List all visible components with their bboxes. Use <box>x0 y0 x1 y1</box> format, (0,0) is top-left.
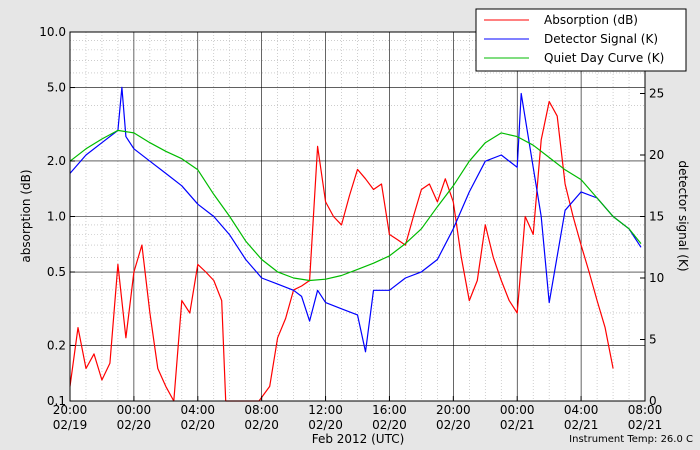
x-tick-label-time: 16:00 <box>372 403 407 417</box>
x-tick-label-date: 02/19 <box>53 418 88 432</box>
x-tick-label-date: 02/20 <box>244 418 279 432</box>
x-axis-label: Feb 2012 (UTC) <box>312 432 405 446</box>
x-tick-label-date: 02/20 <box>180 418 215 432</box>
x-tick-label-time: 00:00 <box>500 403 535 417</box>
x-tick-label-time: 20:00 <box>53 403 88 417</box>
x-tick-label-time: 12:00 <box>308 403 343 417</box>
series-line-absorption <box>69 100 614 402</box>
x-tick-label-date: 02/20 <box>117 418 152 432</box>
x-tick-label-date: 02/20 <box>436 418 471 432</box>
legend: Absorption (dB) Detector Signal (K) Quie… <box>475 8 687 72</box>
legend-label-quiet-day: Quiet Day Curve (K) <box>544 51 664 65</box>
left-tick-label: 0.5 <box>47 265 66 279</box>
x-tick-label-time: 00:00 <box>117 403 152 417</box>
instrument-temp-annotation: Instrument Temp: 26.0 C <box>569 434 693 445</box>
right-tick-label: 20 <box>649 148 664 162</box>
right-tick-label: 0 <box>649 394 657 408</box>
left-tick-label: 0.2 <box>47 338 66 352</box>
x-tick-label-time: 20:00 <box>436 403 471 417</box>
legend-label-detector-signal: Detector Signal (K) <box>544 32 658 46</box>
right-axis-label: detector signal (K) <box>676 160 690 271</box>
x-tick-label-date: 02/21 <box>564 418 599 432</box>
x-axis: 20:0002/1900:0002/2004:0002/2008:0002/20… <box>53 396 663 432</box>
series-layer <box>69 86 642 402</box>
series-line-quiet-day-curve <box>69 129 642 282</box>
left-tick-label: 0.1 <box>47 394 66 408</box>
x-tick-label-time: 04:00 <box>180 403 215 417</box>
series-line-detector-signal <box>69 86 642 353</box>
right-tick-label: 25 <box>649 87 664 101</box>
left-tick-label: 10.0 <box>39 25 66 39</box>
right-tick-label: 5 <box>649 333 657 347</box>
right-tick-label: 10 <box>649 271 664 285</box>
left-tick-label: 1.0 <box>47 210 66 224</box>
left-axis: 0.1 0.2 0.5 1.0 2.0 5.0 10.0 <box>39 25 75 408</box>
x-tick-label-date: 02/20 <box>308 418 343 432</box>
legend-label-absorption: Absorption (dB) <box>544 13 638 27</box>
right-tick-label: 15 <box>649 210 664 224</box>
x-tick-label-time: 08:00 <box>628 403 663 417</box>
left-axis-label: absorption (dB) <box>19 169 33 262</box>
x-tick-label-date: 02/21 <box>628 418 663 432</box>
right-axis: 0 5 10 15 20 25 <box>640 87 664 408</box>
legend-box <box>475 8 687 72</box>
grid <box>69 31 646 402</box>
x-tick-label-date: 02/21 <box>500 418 535 432</box>
x-tick-label-time: 08:00 <box>244 403 279 417</box>
x-tick-label-time: 04:00 <box>564 403 599 417</box>
x-tick-label-date: 02/20 <box>372 418 407 432</box>
left-tick-label: 2.0 <box>47 154 66 168</box>
left-tick-label: 5.0 <box>47 81 66 95</box>
